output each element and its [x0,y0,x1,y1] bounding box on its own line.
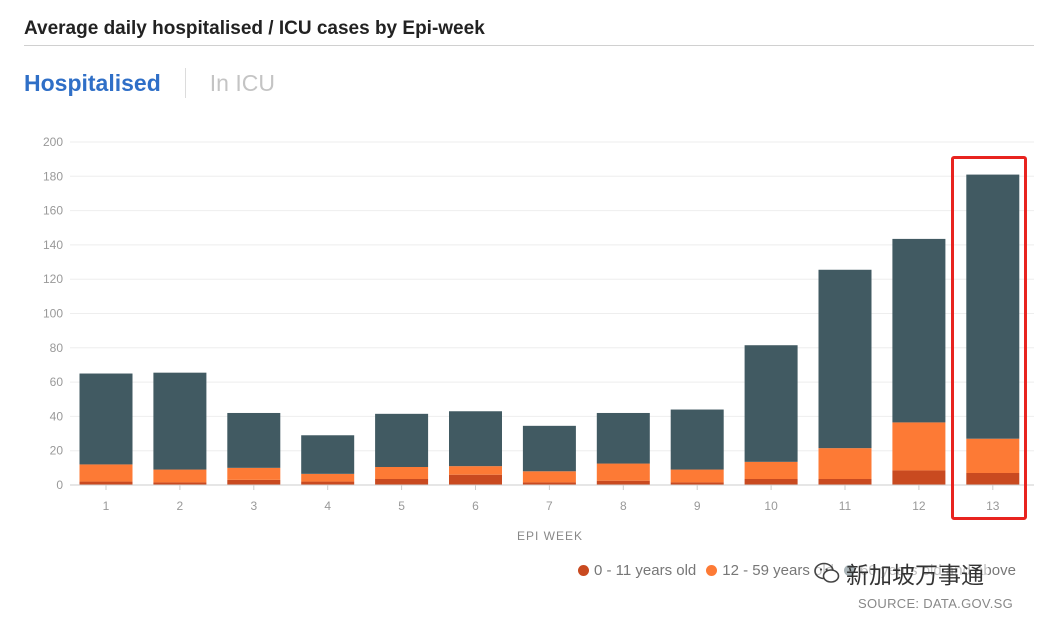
bar-segment-week-13-series-2[interactable] [966,174,1020,439]
legend-label-0-11: 0 - 11 years old [594,562,697,579]
bar-segment-week-2-series-1[interactable] [153,469,207,483]
tab-in-icu[interactable]: In ICU [209,69,275,96]
bar-segment-week-11-series-2[interactable] [818,269,872,449]
bar-segment-week-1-series-0[interactable] [79,481,133,485]
source-note: SOURCE: DATA.GOV.SG [858,596,1013,611]
highlight-box [951,156,1027,520]
bar-segment-week-1-series-1[interactable] [79,464,133,482]
x-tick-label: 7 [546,499,553,513]
y-tick-label: 40 [50,409,64,423]
x-tick-label: 11 [839,499,852,513]
legend-swatch-0-11 [578,565,589,576]
legend-swatch-12-59 [706,565,718,576]
y-tick-label: 160 [43,204,63,218]
y-tick-label: 140 [43,238,63,252]
bar-segment-week-6-series-1[interactable] [449,466,502,475]
x-tick-label: 9 [694,499,701,513]
legend-item-0-11[interactable]: 0 - 11 years old [578,562,696,579]
x-tick-label: 8 [620,499,627,513]
legend-item-12-59[interactable]: 12 - 59 years old [706,562,834,579]
bar-segment-week-7-series-0[interactable] [522,482,576,485]
x-axis-ticks: 1 2 3 4 5 6 7 8 9 10 11 12 13 [103,485,1000,513]
y-tick-label: 80 [50,341,64,355]
wechat-icon [814,562,840,583]
bar-segment-week-8-series-2[interactable] [596,412,650,464]
x-axis-label: EPI WEEK [517,529,583,543]
bar-segment-week-11-series-0[interactable] [818,478,872,485]
bar-segment-week-4-series-1[interactable] [301,473,355,482]
y-tick-label: 20 [50,444,64,458]
bar-segment-week-8-series-1[interactable] [596,463,650,481]
x-tick-label: 2 [177,499,184,513]
bar-segment-week-7-series-1[interactable] [522,471,576,483]
bar-segment-week-12-series-0[interactable] [892,470,946,485]
x-tick-label: 13 [986,499,1000,513]
bars [79,174,1020,485]
y-tick-label: 100 [43,307,63,321]
gridlines [70,141,1034,452]
bar-segment-week-4-series-0[interactable] [301,481,355,485]
y-tick-label: 200 [43,135,63,149]
bar-segment-week-12-series-1[interactable] [892,422,946,471]
y-tick-label: 120 [43,272,63,286]
bar-segment-week-6-series-0[interactable] [449,474,502,485]
bar-segment-week-10-series-2[interactable] [744,345,798,462]
bar-segment-week-5-series-2[interactable] [375,413,429,467]
x-tick-label: 4 [324,499,331,513]
bar-segment-week-1-series-2[interactable] [79,373,133,465]
tab-hospitalised[interactable]: Hospitalised [24,69,161,96]
bar-segment-week-3-series-1[interactable] [227,467,281,480]
tab-divider [184,68,186,98]
bar-segment-week-7-series-2[interactable] [522,425,576,472]
y-tick-label: 0 [56,478,63,492]
x-tick-label: 10 [764,499,778,513]
x-tick-label: 12 [912,499,926,513]
bar-segment-week-2-series-0[interactable] [153,482,207,485]
x-tick-label: 3 [250,499,257,513]
watermark-text: 新加坡万事通 [846,562,984,588]
bar-segment-week-6-series-2[interactable] [449,411,502,467]
chart-title: Average daily hospitalised / ICU cases b… [24,18,485,39]
y-axis-ticks: 0 20 40 60 80 100 120 140 160 180 200 [43,135,63,492]
bar-segment-week-5-series-1[interactable] [375,466,429,479]
y-tick-label: 180 [43,169,63,183]
bar-segment-week-9-series-2[interactable] [670,409,724,470]
legend-label-12-59: 12 - 59 years old [722,562,835,579]
x-tick-label: 1 [103,499,110,513]
bar-segment-week-3-series-0[interactable] [227,479,281,485]
bar-segment-week-13-series-1[interactable] [966,438,1020,473]
wechat-watermark: 新加坡万事通 [810,556,988,590]
y-tick-label: 60 [50,375,64,389]
bar-segment-week-10-series-0[interactable] [744,478,798,485]
bar-segment-week-11-series-1[interactable] [818,448,872,479]
bar-segment-week-4-series-2[interactable] [301,435,355,474]
bar-segment-week-9-series-1[interactable] [670,469,724,483]
x-tick-label: 6 [472,499,479,513]
title-divider [24,45,1034,46]
bar-segment-week-5-series-0[interactable] [375,478,429,485]
bar-segment-week-8-series-0[interactable] [596,480,650,485]
bar-segment-week-9-series-0[interactable] [670,482,724,485]
bar-segment-week-3-series-2[interactable] [227,412,281,468]
tab-bar: Hospitalised In ICU [24,68,275,98]
bar-segment-week-2-series-2[interactable] [153,372,207,470]
bar-segment-week-12-series-2[interactable] [892,238,946,423]
bar-segment-week-10-series-1[interactable] [744,461,798,479]
bar-segment-week-13-series-0[interactable] [966,472,1020,485]
x-tick-label: 5 [398,499,405,513]
